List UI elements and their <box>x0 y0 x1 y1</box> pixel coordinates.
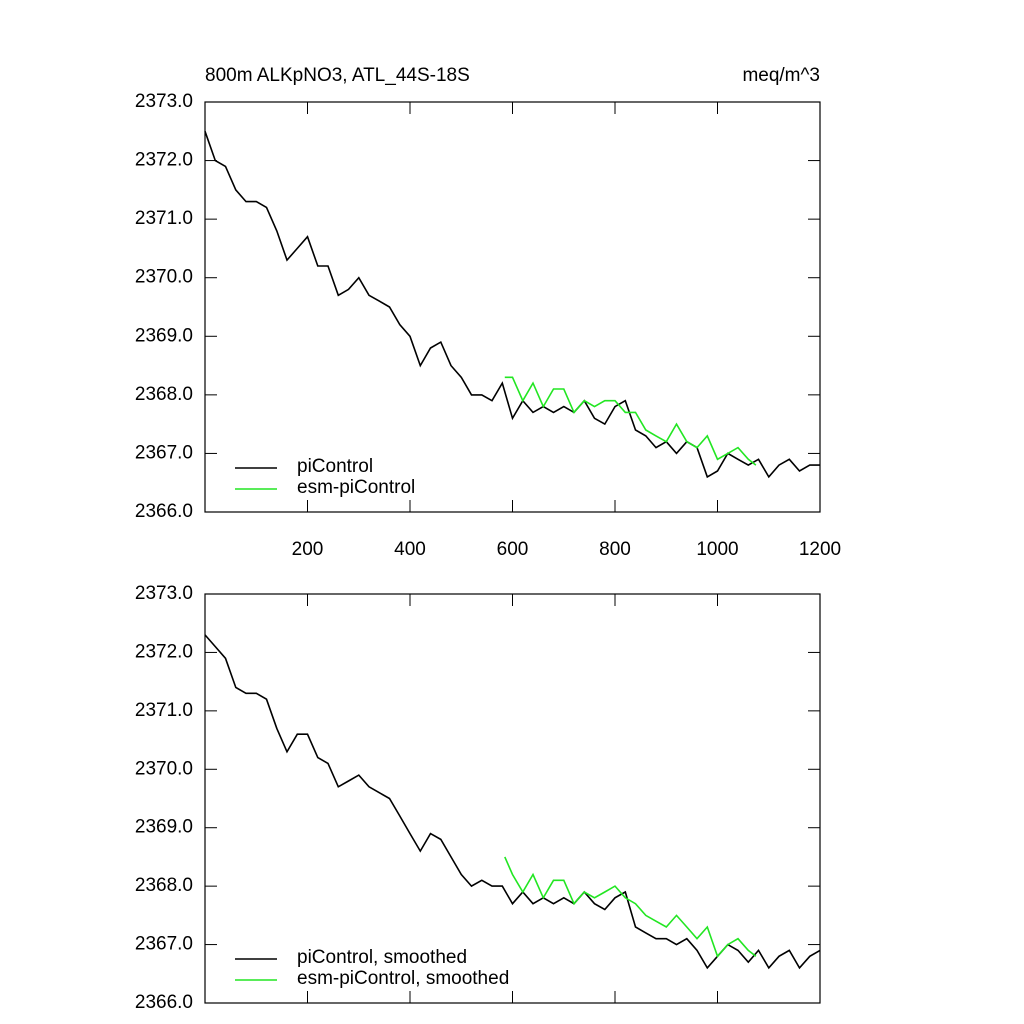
y-tick-label: 2367.0 <box>135 934 193 955</box>
y-tick-label: 2366.0 <box>135 992 193 1013</box>
y-tick-label: 2372.0 <box>135 150 193 171</box>
x-tick-label: 1200 <box>799 539 841 560</box>
y-tick-label: 2371.0 <box>135 700 193 721</box>
y-tick-label: 2373.0 <box>135 583 193 604</box>
data-line <box>504 856 757 958</box>
units-label: meq/m^3 <box>742 65 820 86</box>
x-tick-label: 200 <box>292 539 324 560</box>
y-tick-label: 2372.0 <box>135 641 193 662</box>
data-line <box>504 376 757 466</box>
plot-frame <box>204 593 821 1004</box>
y-tick-label: 2369.0 <box>135 817 193 838</box>
x-tick-label: 400 <box>394 539 426 560</box>
y-tick-label: 2370.0 <box>135 758 193 779</box>
y-tick-label: 2373.0 <box>135 91 193 112</box>
x-tick-label: 1000 <box>696 539 738 560</box>
chart-title: 800m ALKpNO3, ATL_44S-18S <box>205 65 470 86</box>
y-tick-label: 2368.0 <box>135 875 193 896</box>
data-line <box>204 131 820 479</box>
legend-label: esm-piControl <box>297 477 415 498</box>
y-tick-label: 2366.0 <box>135 501 193 522</box>
legend-label: piControl, smoothed <box>297 947 467 968</box>
x-tick-label: 800 <box>599 539 631 560</box>
legend-label: piControl <box>297 456 373 477</box>
data-line <box>204 634 821 970</box>
y-tick-label: 2368.0 <box>135 384 193 405</box>
y-tick-label: 2367.0 <box>135 442 193 463</box>
y-tick-label: 2370.0 <box>135 267 193 288</box>
y-tick-label: 2371.0 <box>135 208 193 229</box>
y-tick-label: 2369.0 <box>135 325 193 346</box>
x-tick-label: 600 <box>497 539 529 560</box>
legend-label: esm-piControl, smoothed <box>297 968 509 989</box>
plot-frame <box>204 101 821 513</box>
